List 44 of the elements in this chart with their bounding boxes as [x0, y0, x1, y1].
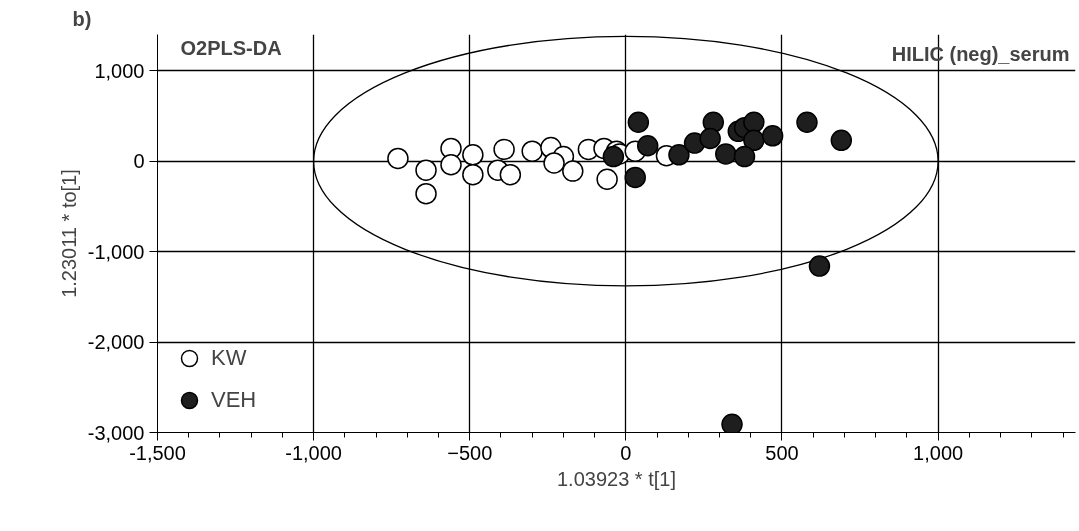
x-tick-label: -1,000	[285, 441, 342, 464]
x-tick-label: 0	[620, 441, 632, 464]
point	[721, 413, 743, 433]
x-tick-label: −500	[447, 441, 493, 464]
y-tick-label: 1,000	[94, 59, 145, 82]
point	[499, 163, 522, 186]
text: b)	[72, 7, 92, 30]
point	[733, 145, 756, 168]
point	[387, 147, 409, 170]
point	[415, 182, 437, 205]
x-tick-label: 500	[765, 441, 799, 464]
y-tick-label: -2,000	[87, 331, 145, 354]
point	[440, 154, 462, 176]
y-axis-title: 1.23011 * to[1]	[57, 169, 80, 298]
point	[624, 166, 646, 189]
point	[415, 159, 437, 181]
point	[668, 144, 690, 166]
point	[627, 111, 650, 133]
point	[761, 125, 784, 147]
legend-label: KW	[211, 345, 247, 371]
x-tick-label: -1,500	[129, 441, 186, 464]
point	[596, 168, 618, 190]
point	[830, 129, 853, 152]
point	[543, 152, 565, 174]
legend-label: VEH	[211, 387, 257, 413]
point	[462, 163, 484, 186]
point	[602, 145, 625, 168]
point	[808, 255, 831, 277]
point	[743, 129, 765, 152]
x-axis-title: 1.03923 * t[1]	[557, 467, 676, 490]
point	[462, 144, 484, 166]
point	[562, 160, 584, 182]
point	[796, 111, 818, 133]
chart-title: O2PLS-DA	[180, 36, 282, 59]
point	[521, 140, 543, 162]
point	[493, 138, 515, 161]
point	[715, 143, 737, 165]
y-tick-label: -1,000	[87, 240, 145, 263]
point	[743, 111, 765, 133]
x-tick-label: 1,000	[913, 441, 964, 464]
y-tick-label: -3,000	[87, 421, 145, 444]
y-tick-label: 0	[133, 150, 145, 173]
point	[699, 127, 721, 150]
point	[636, 135, 659, 157]
